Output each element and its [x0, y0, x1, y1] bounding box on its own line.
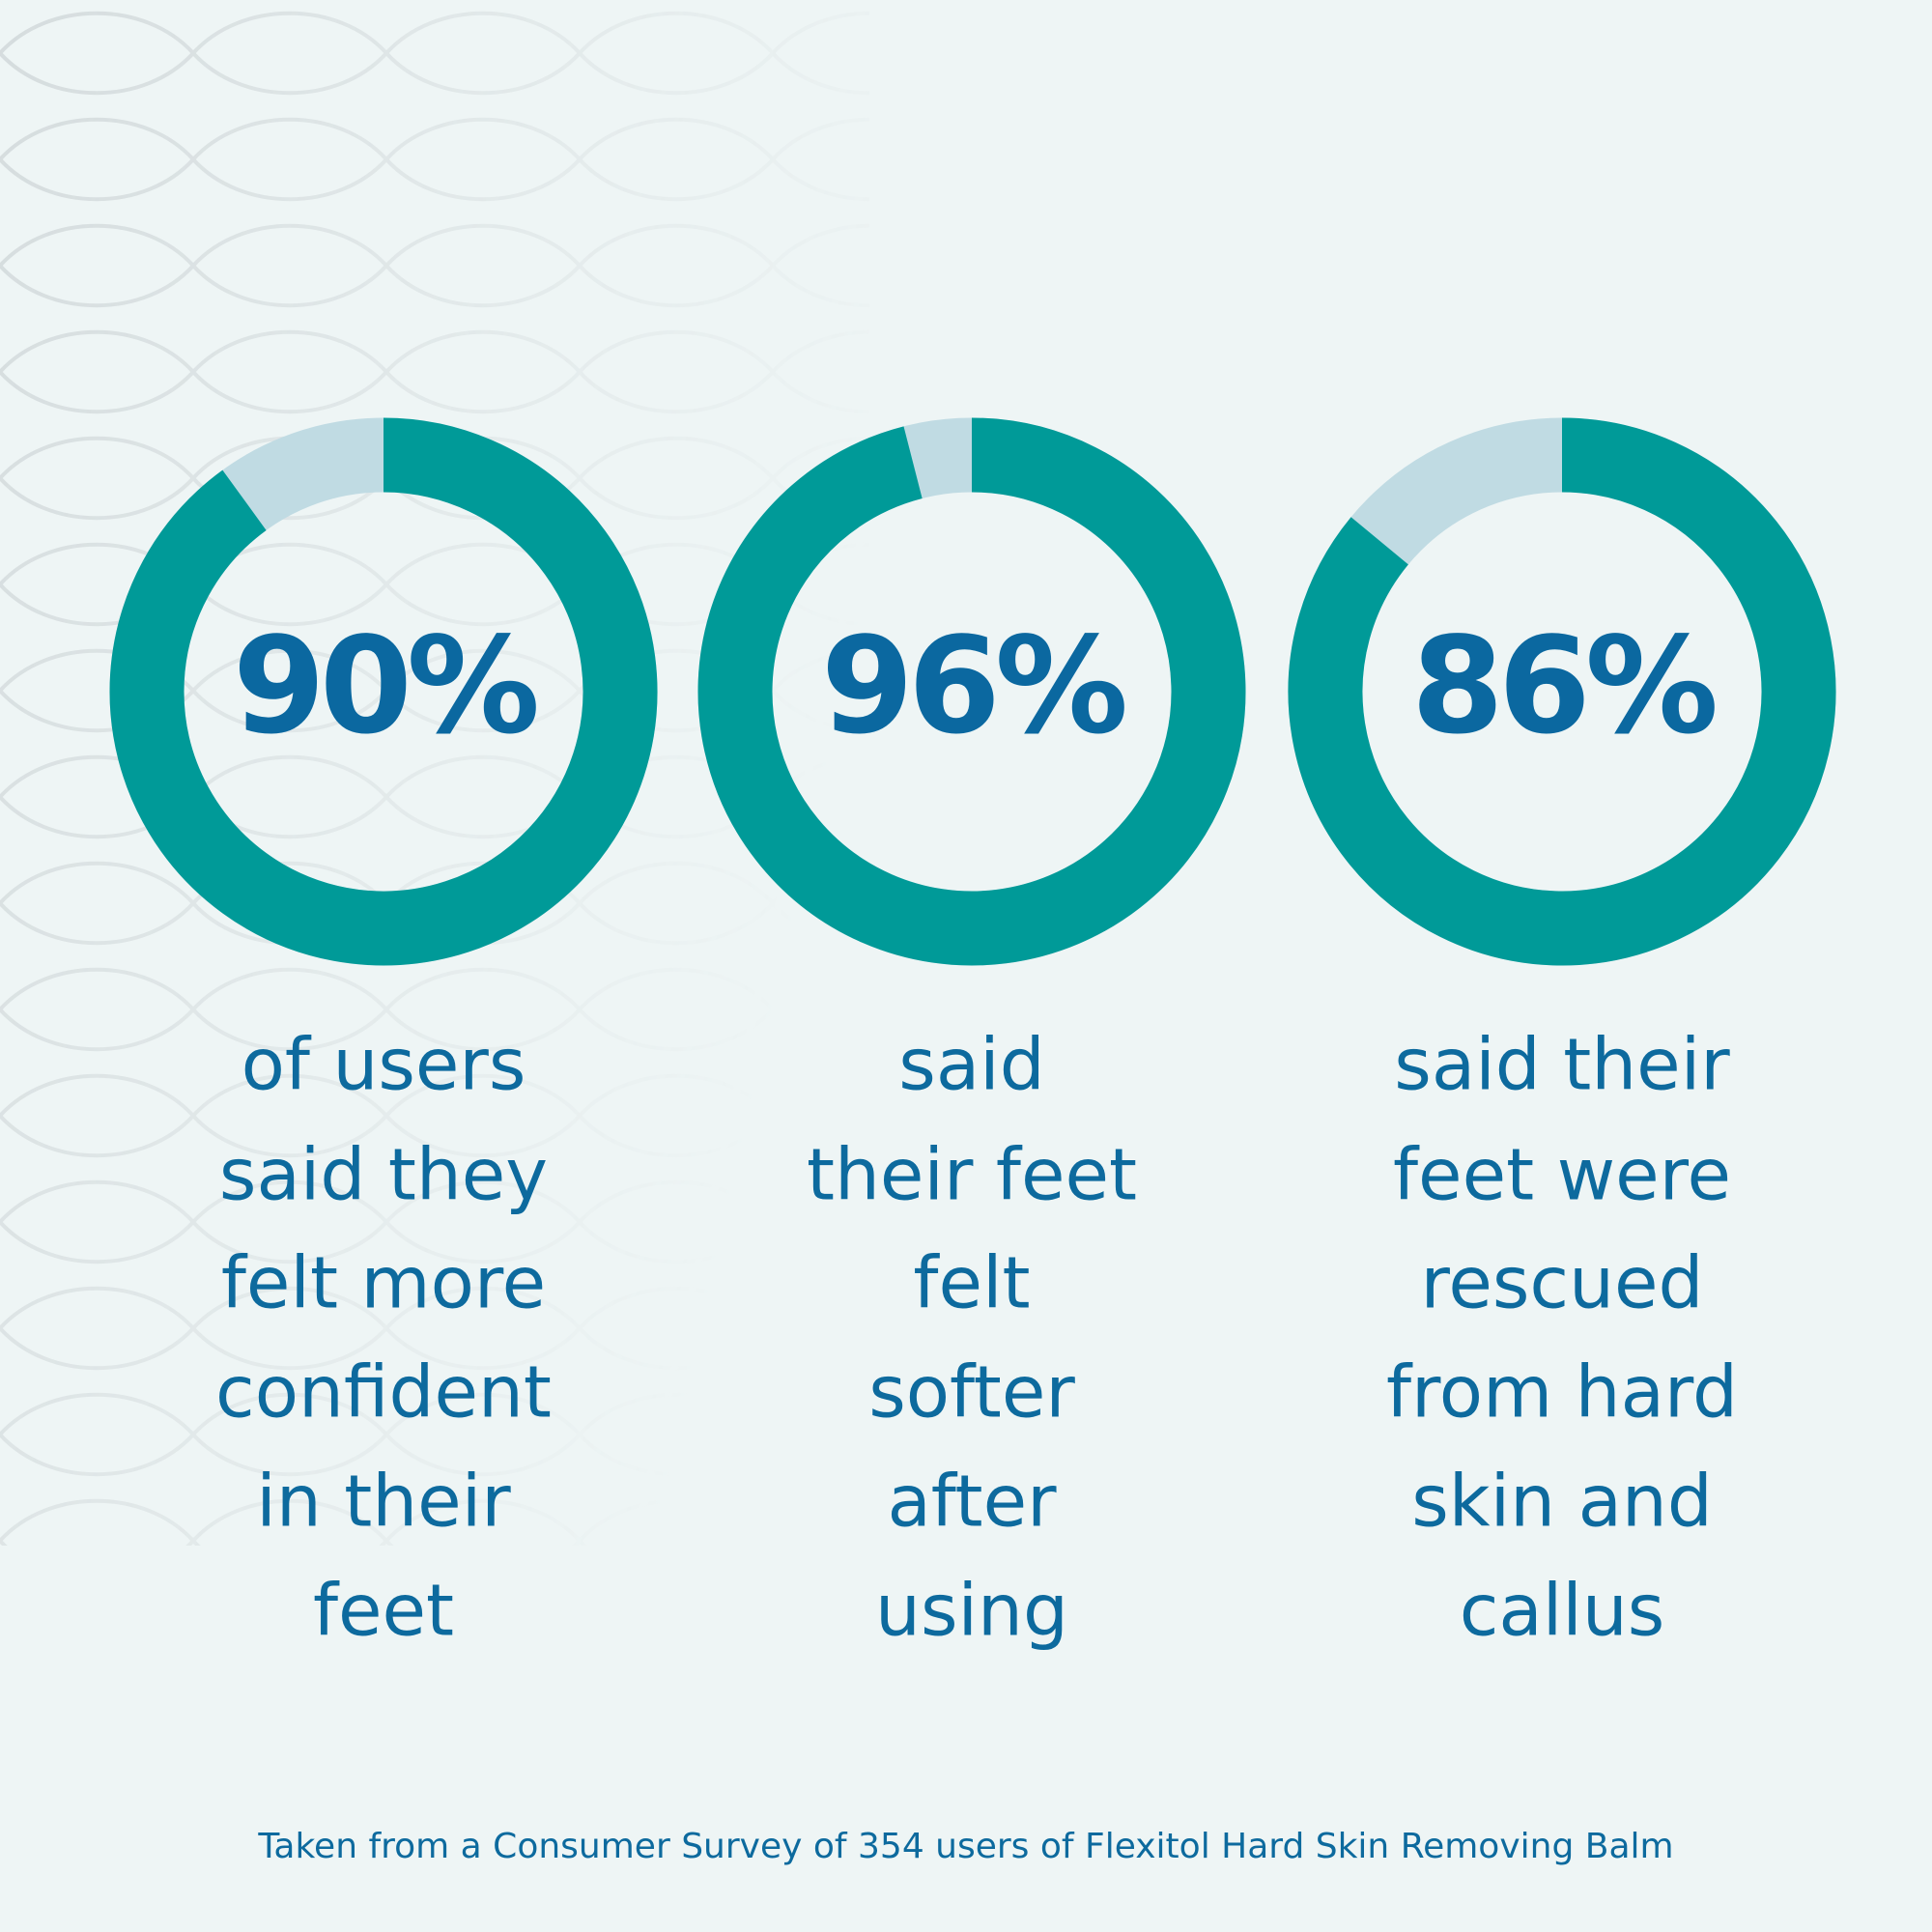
percent-label: 90%	[233, 609, 536, 764]
caption-line: of users	[242, 1024, 526, 1107]
caption-line: callus	[1460, 1570, 1665, 1653]
caption-line: feet	[313, 1570, 454, 1653]
footnote: Taken from a Consumer Survey of 354 user…	[257, 1827, 1673, 1866]
donut-arc	[697, 417, 1246, 966]
caption-line: said their	[1394, 1024, 1730, 1107]
caption-line: softer	[868, 1351, 1075, 1435]
caption-line: after	[887, 1461, 1057, 1544]
percent-label: 96%	[821, 609, 1124, 764]
caption-line: said	[898, 1024, 1044, 1107]
caption-line: felt more	[221, 1242, 546, 1325]
donut-arc	[109, 417, 658, 966]
donut-arc	[1288, 417, 1836, 966]
caption-line: felt	[913, 1242, 1030, 1325]
caption-line: rescued	[1421, 1242, 1704, 1325]
caption-line: said they	[219, 1134, 548, 1217]
caption-line: feet were	[1393, 1134, 1731, 1217]
percent-label: 86%	[1411, 609, 1715, 764]
caption-line: using	[875, 1570, 1068, 1653]
caption-line: skin and	[1411, 1461, 1713, 1544]
caption-line: confident	[215, 1351, 552, 1435]
caption-line: in their	[256, 1461, 511, 1544]
caption-line: from hard	[1386, 1351, 1738, 1435]
caption-line: their feet	[807, 1134, 1137, 1217]
